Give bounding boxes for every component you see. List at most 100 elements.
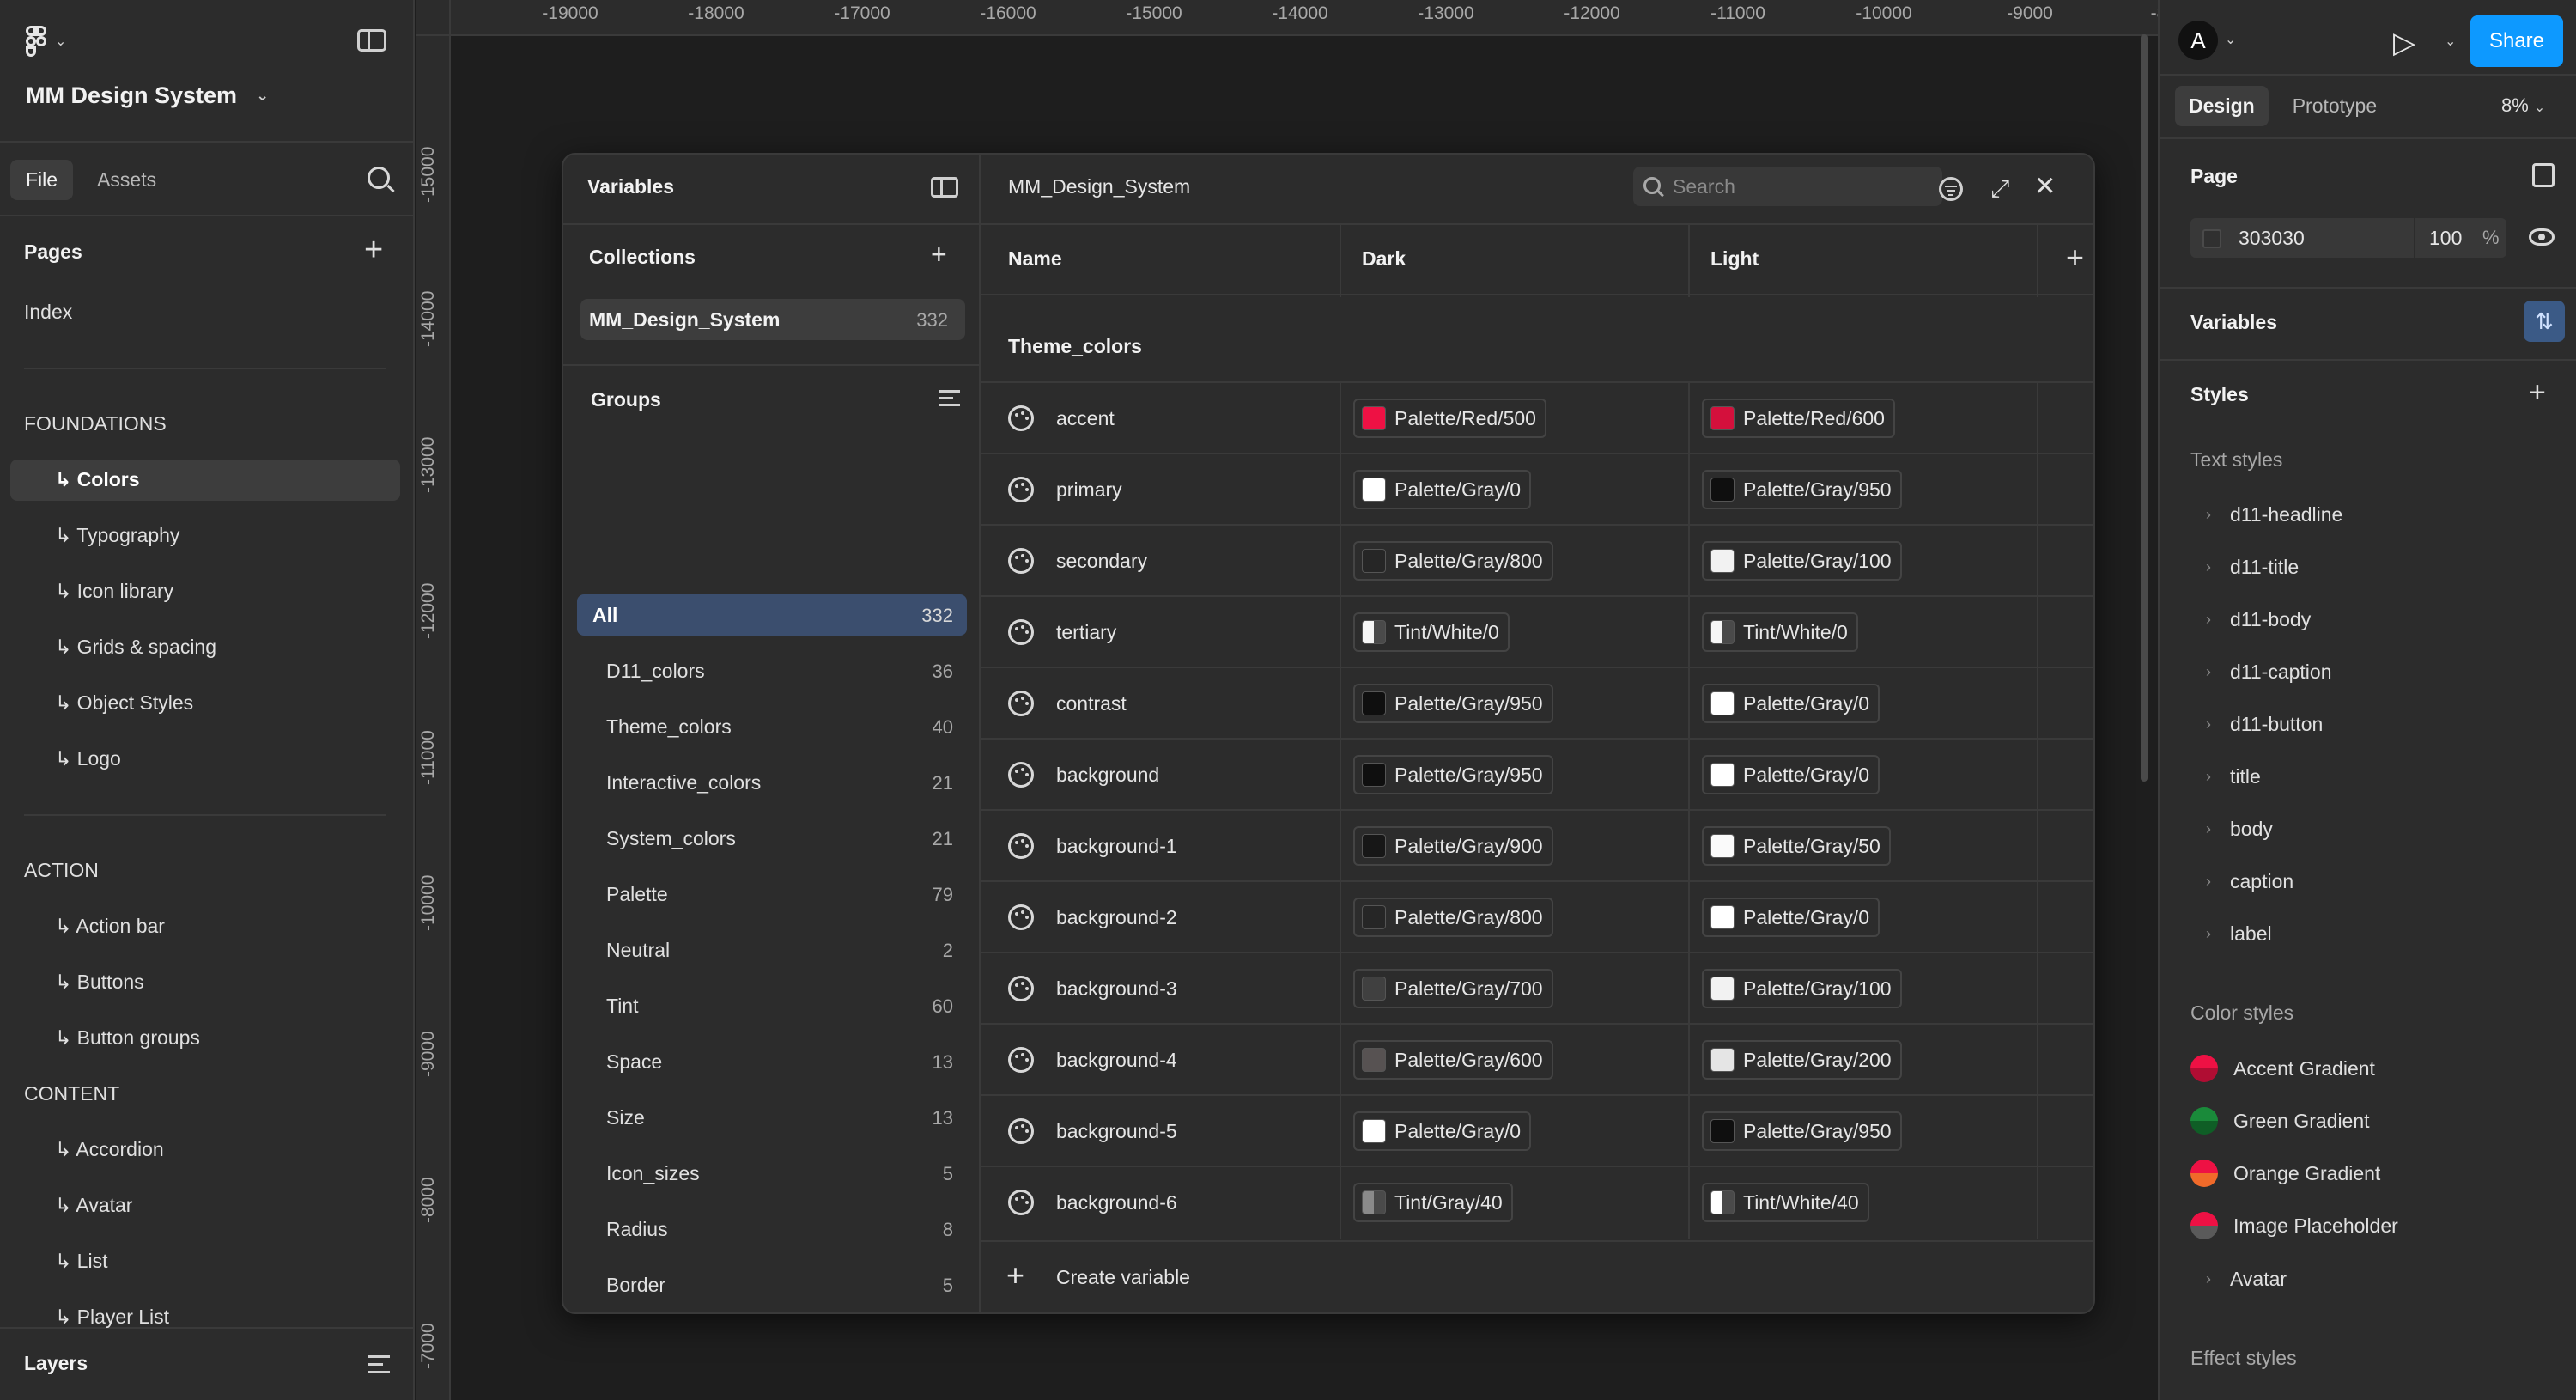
variable-value-chip[interactable]: Palette/Gray/950	[1353, 755, 1553, 794]
table-row[interactable]: background-1 Palette/Gray/900 Palette/Gray…	[981, 809, 2093, 882]
variable-value-chip[interactable]: Palette/Gray/100	[1702, 969, 1902, 1008]
variable-value-chip[interactable]: Palette/Gray/700	[1353, 969, 1553, 1008]
collection-item[interactable]: MM_Design_System 332	[580, 299, 965, 340]
group-item[interactable]: Icon_sizes 5	[577, 1153, 967, 1194]
variable-value-chip[interactable]: Palette/Red/500	[1353, 399, 1546, 438]
variable-value-chip[interactable]: Palette/Gray/0	[1353, 470, 1532, 509]
group-item[interactable]: Interactive_colors 21	[577, 762, 967, 803]
table-row[interactable]: background-2 Palette/Gray/800 Palette/Gray…	[981, 880, 2093, 953]
page-item[interactable]: ↳ Object Styles	[55, 691, 194, 714]
page-item[interactable]: Index	[24, 301, 73, 323]
tab-design[interactable]: Design	[2175, 86, 2269, 126]
table-row[interactable]: accent Palette/Red/500 Palette/Red/600	[981, 381, 2093, 454]
group-item[interactable]: Border 5	[577, 1264, 967, 1306]
table-row[interactable]: background-3 Palette/Gray/700 Palette/Gray…	[981, 952, 2093, 1025]
filter-icon[interactable]	[1939, 177, 1963, 201]
chevron-down-icon[interactable]: ⌄	[2225, 33, 2237, 47]
variable-value-chip[interactable]: Palette/Gray/0	[1702, 755, 1880, 794]
page-item[interactable]: ↳ Player List	[55, 1306, 170, 1328]
text-style-item[interactable]: › label	[2206, 922, 2272, 946]
color-style-item[interactable]: Accent Gradient	[2190, 1055, 2375, 1082]
variable-value-chip[interactable]: Palette/Gray/200	[1702, 1040, 1902, 1080]
add-collection-icon[interactable]: +	[931, 239, 947, 270]
variable-value-chip[interactable]: Palette/Gray/50	[1702, 826, 1891, 866]
table-row[interactable]: background-6 Tint/Gray/40 Tint/White/40	[981, 1166, 2093, 1239]
project-title-button[interactable]: MM Design System ⌄	[26, 82, 269, 109]
text-style-item[interactable]: › d11-title	[2206, 556, 2299, 579]
tab-file[interactable]: File	[10, 160, 74, 200]
toggle-sidebar-icon[interactable]	[357, 29, 386, 52]
groups-menu-icon[interactable]	[939, 390, 962, 409]
column-dark[interactable]: Dark	[1362, 247, 1406, 270]
variable-value-chip[interactable]: Tint/White/0	[1353, 612, 1510, 652]
page-item[interactable]: ↳ Typography	[55, 524, 180, 546]
avatar[interactable]: A	[2178, 21, 2218, 60]
chevron-down-icon[interactable]: ⌄	[2445, 34, 2457, 49]
tab-prototype[interactable]: Prototype	[2292, 94, 2378, 117]
eye-icon[interactable]	[2529, 228, 2555, 246]
search-input[interactable]	[1673, 173, 1870, 199]
table-row[interactable]: background Palette/Gray/950 Palette/Gray/0	[981, 738, 2093, 811]
page-color-swatch[interactable]	[2202, 229, 2221, 248]
page-item[interactable]: ↳ Button groups	[55, 1026, 200, 1049]
text-style-item[interactable]: › d11-headline	[2206, 503, 2342, 527]
page-item[interactable]: ↳ Avatar	[55, 1194, 133, 1216]
group-item[interactable]: All 332	[577, 594, 967, 636]
page-item[interactable]: ↳ Buttons	[55, 971, 144, 993]
close-icon[interactable]: ×	[2035, 167, 2056, 204]
variable-value-chip[interactable]: Palette/Gray/900	[1353, 826, 1553, 866]
text-style-item[interactable]: › d11-caption	[2206, 660, 2332, 684]
variable-value-chip[interactable]: Tint/Gray/40	[1353, 1183, 1513, 1222]
color-group-avatar[interactable]: › Avatar	[2206, 1268, 2287, 1291]
add-page-icon[interactable]: +	[364, 232, 384, 268]
expand-icon[interactable]: ⤢	[1990, 175, 2010, 202]
group-item[interactable]: System_colors 21	[577, 818, 967, 859]
canvas-scrollbar[interactable]	[2141, 34, 2148, 782]
page-settings-icon[interactable]	[2532, 163, 2555, 187]
group-item[interactable]: Palette 79	[577, 873, 967, 915]
collapse-layers-icon[interactable]	[368, 1355, 390, 1374]
variable-value-chip[interactable]: Palette/Gray/0	[1353, 1111, 1532, 1151]
open-variables-icon[interactable]: ⇅	[2524, 301, 2565, 342]
variable-value-chip[interactable]: Tint/White/0	[1702, 612, 1858, 652]
share-button[interactable]: Share	[2470, 15, 2563, 67]
variable-value-chip[interactable]: Palette/Gray/950	[1702, 470, 1902, 509]
group-item[interactable]: Neutral 2	[577, 929, 967, 971]
variable-value-chip[interactable]: Palette/Gray/0	[1702, 898, 1880, 937]
page-item[interactable]: ↳ List	[55, 1250, 108, 1272]
color-style-item[interactable]: Image Placeholder	[2190, 1212, 2398, 1239]
variable-value-chip[interactable]: Tint/White/40	[1702, 1183, 1869, 1222]
group-item[interactable]: D11_colors 36	[577, 650, 967, 691]
table-row[interactable]: secondary Palette/Gray/800 Palette/Gray/10…	[981, 524, 2093, 597]
variable-value-chip[interactable]: Palette/Gray/600	[1353, 1040, 1553, 1080]
variable-value-chip[interactable]: Palette/Gray/800	[1353, 898, 1553, 937]
group-item[interactable]: Tint 60	[577, 985, 967, 1026]
zoom-dropdown[interactable]: 8% ⌄	[2501, 94, 2546, 116]
text-style-item[interactable]: › d11-button	[2206, 713, 2323, 736]
variable-value-chip[interactable]: Palette/Gray/0	[1702, 684, 1880, 723]
add-style-icon[interactable]: +	[2529, 376, 2546, 409]
column-light[interactable]: Light	[1710, 247, 1759, 270]
text-style-item[interactable]: › caption	[2206, 870, 2293, 893]
text-style-item[interactable]: › d11-body	[2206, 608, 2311, 631]
main-menu-button[interactable]: ⌄	[26, 26, 66, 57]
group-item[interactable]: Theme_colors 40	[577, 706, 967, 747]
group-item[interactable]: Radius 8	[577, 1208, 967, 1250]
table-row[interactable]: tertiary Tint/White/0 Tint/White/0	[981, 595, 2093, 668]
create-variable-button[interactable]: + Create variable	[981, 1240, 2093, 1312]
page-item[interactable]: ↳ Grids & spacing	[55, 636, 217, 658]
color-style-item[interactable]: Orange Gradient	[2190, 1160, 2380, 1187]
page-item[interactable]: ↳ Logo	[55, 747, 121, 770]
variable-value-chip[interactable]: Palette/Red/600	[1702, 399, 1895, 438]
table-row[interactable]: contrast Palette/Gray/950 Palette/Gray/0	[981, 667, 2093, 740]
variable-value-chip[interactable]: Palette/Gray/100	[1702, 541, 1902, 581]
sidebar-icon[interactable]	[931, 177, 958, 198]
variable-value-chip[interactable]: Palette/Gray/950	[1353, 684, 1553, 723]
table-row[interactable]: background-5 Palette/Gray/0 Palette/Gray/9…	[981, 1094, 2093, 1167]
page-item[interactable]: ↳ Action bar	[55, 915, 165, 937]
page-item[interactable]: ↳ Icon library	[55, 580, 174, 602]
table-row[interactable]: primary Palette/Gray/0 Palette/Gray/950	[981, 453, 2093, 526]
add-mode-icon[interactable]: +	[2066, 240, 2085, 275]
tab-assets[interactable]: Assets	[97, 168, 157, 191]
variable-value-chip[interactable]: Palette/Gray/950	[1702, 1111, 1902, 1151]
